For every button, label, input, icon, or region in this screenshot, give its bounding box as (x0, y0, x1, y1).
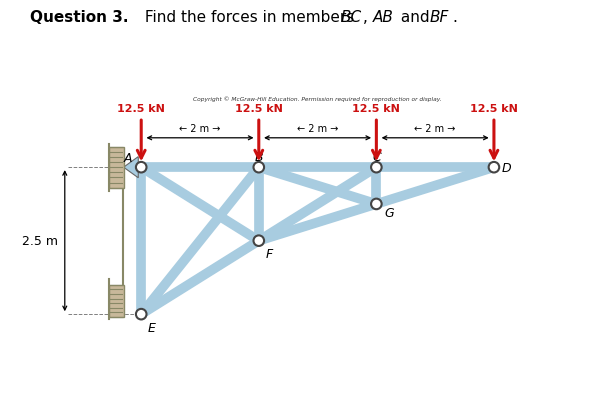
Circle shape (254, 162, 264, 173)
Circle shape (254, 236, 264, 246)
Bar (109, 147, 124, 188)
Text: F: F (266, 247, 273, 261)
Polygon shape (124, 157, 138, 178)
Text: 12.5 kN: 12.5 kN (470, 104, 518, 114)
Text: 12.5 kN: 12.5 kN (117, 104, 165, 114)
Text: ,: , (363, 10, 372, 25)
Circle shape (371, 162, 382, 173)
Text: C: C (372, 151, 381, 164)
Text: and: and (396, 10, 434, 25)
Text: B: B (254, 151, 263, 164)
Text: A: A (124, 151, 132, 164)
Text: Find the forces in members: Find the forces in members (140, 10, 359, 25)
Text: E: E (148, 321, 156, 334)
Bar (109, 285, 124, 317)
Text: 2.5 m: 2.5 m (22, 235, 58, 247)
Text: 12.5 kN: 12.5 kN (235, 104, 283, 114)
Text: .: . (453, 10, 457, 25)
Text: Question 3.: Question 3. (30, 10, 128, 25)
Text: Copyright © McGraw-Hill Education. Permission required for reproduction or displ: Copyright © McGraw-Hill Education. Permi… (193, 97, 442, 102)
Circle shape (136, 162, 147, 173)
Text: ← 2 m →: ← 2 m → (415, 123, 456, 133)
Text: AB: AB (373, 10, 394, 25)
Circle shape (371, 199, 382, 210)
Text: BC: BC (340, 10, 362, 25)
Text: G: G (384, 207, 394, 220)
Text: BF: BF (430, 10, 449, 25)
Circle shape (136, 309, 147, 320)
Circle shape (489, 162, 499, 173)
Text: 12.5 kN: 12.5 kN (352, 104, 400, 114)
Text: D: D (502, 161, 511, 174)
Text: ← 2 m →: ← 2 m → (297, 123, 338, 133)
Text: ← 2 m →: ← 2 m → (179, 123, 221, 133)
